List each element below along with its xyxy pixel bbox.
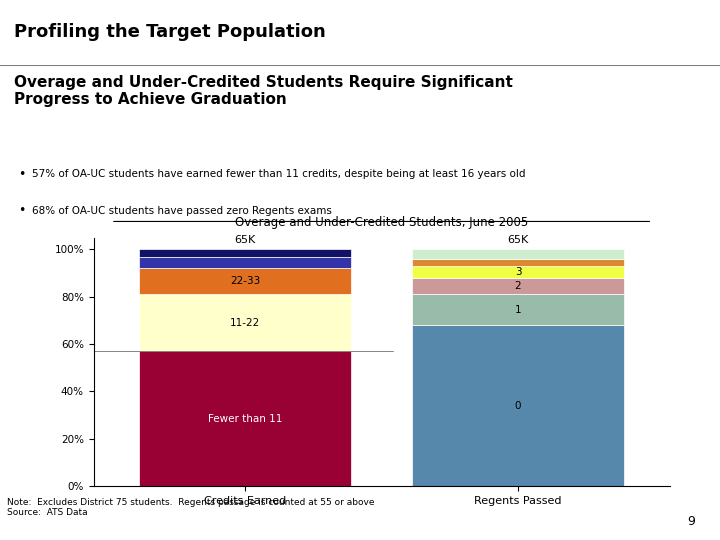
Text: Overage and Under-Credited Students Require Significant
Progress to Achieve Grad: Overage and Under-Credited Students Requ… — [14, 75, 513, 107]
Text: 22-33: 22-33 — [230, 276, 261, 286]
Bar — [412, 278, 624, 294]
Bar — [412, 249, 624, 259]
Bar — [412, 266, 624, 278]
Text: 1: 1 — [515, 305, 521, 315]
Text: Profiling the Target Population: Profiling the Target Population — [14, 23, 326, 42]
Text: Note:  Excludes District 75 students.  Regents passage is counted at 55 or above: Note: Excludes District 75 students. Reg… — [7, 498, 374, 517]
Text: 11-22: 11-22 — [230, 318, 261, 328]
Text: 68% of OA-UC students have passed zero Regents exams: 68% of OA-UC students have passed zero R… — [32, 206, 332, 216]
Bar — [139, 249, 351, 256]
Title: Overage and Under-Credited Students, June 2005: Overage and Under-Credited Students, Jun… — [235, 217, 528, 230]
Text: 57% of OA-UC students have earned fewer than 11 credits, despite being at least : 57% of OA-UC students have earned fewer … — [32, 170, 526, 179]
Bar — [412, 325, 624, 486]
Text: Fewer than 11: Fewer than 11 — [208, 414, 282, 423]
Text: •: • — [18, 204, 25, 218]
Bar — [139, 351, 351, 486]
Text: 2: 2 — [515, 281, 521, 291]
Text: 0: 0 — [515, 401, 521, 410]
Text: •: • — [18, 168, 25, 181]
Text: 9: 9 — [688, 515, 695, 528]
Bar — [412, 294, 624, 325]
Bar — [139, 256, 351, 268]
Bar — [139, 268, 351, 294]
Text: 65K: 65K — [508, 235, 528, 245]
Text: 3: 3 — [515, 267, 521, 277]
Bar — [139, 294, 351, 351]
Bar — [412, 259, 624, 266]
Text: 65K: 65K — [235, 235, 256, 245]
